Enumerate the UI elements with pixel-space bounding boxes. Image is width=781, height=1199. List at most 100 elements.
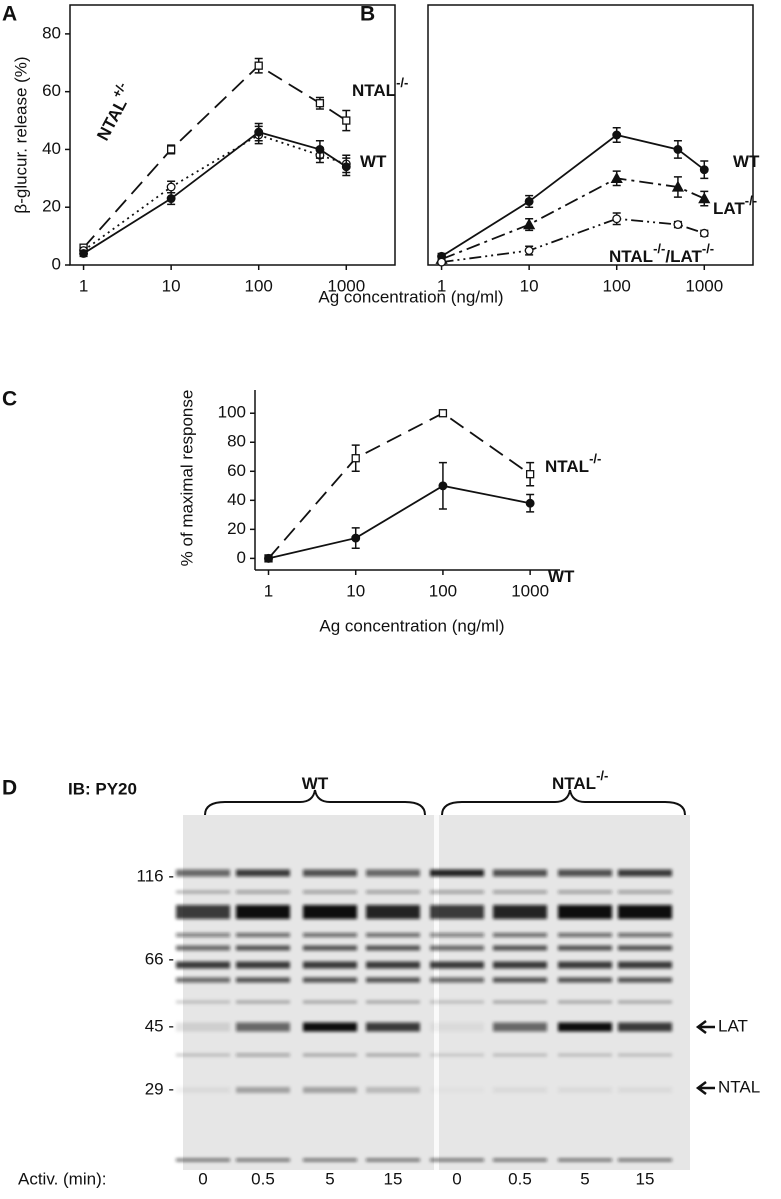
mw-marker: 66 - bbox=[145, 949, 174, 968]
band bbox=[618, 890, 672, 894]
marker bbox=[612, 214, 622, 224]
y-tick-label: 80 bbox=[42, 23, 61, 42]
band bbox=[493, 945, 547, 951]
marker bbox=[438, 481, 448, 491]
marker bbox=[437, 257, 447, 267]
band bbox=[493, 1087, 547, 1093]
label-part: NTAL bbox=[352, 81, 396, 100]
band bbox=[366, 945, 420, 951]
band bbox=[176, 1000, 230, 1004]
marker bbox=[525, 470, 535, 479]
x-tick-label: 100 bbox=[603, 276, 631, 295]
band bbox=[176, 1158, 230, 1162]
band bbox=[493, 869, 547, 877]
label-part: -/- bbox=[653, 241, 665, 256]
marker bbox=[525, 498, 535, 508]
band bbox=[176, 961, 230, 969]
arrow bbox=[695, 1020, 715, 1034]
mw-marker: 45 - bbox=[145, 1016, 174, 1035]
band bbox=[493, 890, 547, 894]
band bbox=[618, 933, 672, 937]
band bbox=[236, 945, 290, 951]
label-part: WT bbox=[548, 567, 575, 586]
x-tick-label: 10 bbox=[346, 581, 365, 600]
band bbox=[176, 890, 230, 894]
series-line bbox=[83, 134, 347, 252]
band bbox=[236, 1087, 290, 1093]
marker bbox=[699, 165, 709, 175]
band bbox=[430, 1022, 484, 1032]
band bbox=[430, 977, 484, 983]
label-part: NTAL bbox=[545, 457, 589, 476]
label-part: +/- bbox=[109, 80, 130, 101]
y-tick-label: 60 bbox=[227, 461, 246, 480]
series-label: NTAL-/- bbox=[352, 75, 408, 100]
band bbox=[303, 869, 357, 877]
band bbox=[236, 869, 290, 877]
lane-label: 0.5 bbox=[251, 1169, 275, 1188]
series-label: LAT-/- bbox=[713, 193, 757, 218]
band bbox=[176, 945, 230, 951]
marker bbox=[698, 192, 711, 204]
lane-label: 15 bbox=[384, 1169, 403, 1188]
band bbox=[493, 1000, 547, 1004]
band bbox=[430, 933, 484, 937]
x-axis-label: Ag concentration (ng/ml) bbox=[319, 616, 504, 635]
y-tick-label: 0 bbox=[52, 254, 61, 273]
band bbox=[430, 905, 484, 919]
x-tick-label: 1 bbox=[264, 581, 273, 600]
band bbox=[558, 890, 612, 894]
series-label: NTAL-/-/LAT-/- bbox=[609, 241, 714, 266]
band bbox=[303, 977, 357, 983]
band bbox=[366, 977, 420, 983]
band bbox=[558, 1000, 612, 1004]
band bbox=[303, 961, 357, 969]
arrow bbox=[695, 1081, 715, 1095]
antibody-label: IB: PY20 bbox=[68, 779, 137, 798]
mw-marker: 116 - bbox=[137, 866, 175, 885]
band-label: NTAL bbox=[718, 1077, 760, 1096]
band bbox=[366, 1087, 420, 1093]
y-axis-label: % of maximal response bbox=[177, 390, 196, 567]
band bbox=[618, 961, 672, 969]
blot-bands bbox=[176, 869, 672, 1162]
band bbox=[303, 890, 357, 894]
marker bbox=[612, 130, 622, 140]
band bbox=[558, 933, 612, 937]
band bbox=[303, 933, 357, 937]
x-tick-label: 100 bbox=[429, 581, 457, 600]
label-part: NTAL bbox=[552, 774, 596, 793]
band bbox=[558, 961, 612, 969]
band bbox=[618, 1158, 672, 1162]
band bbox=[558, 1158, 612, 1162]
band bbox=[176, 869, 230, 877]
band bbox=[558, 869, 612, 877]
label-part: WT bbox=[302, 774, 329, 793]
x-tick-label: 1 bbox=[79, 276, 88, 295]
band bbox=[493, 1158, 547, 1162]
band bbox=[558, 905, 612, 919]
group-label: WT bbox=[302, 774, 329, 793]
band bbox=[236, 1053, 290, 1057]
band bbox=[303, 905, 357, 919]
x-tick-label: 1000 bbox=[511, 581, 549, 600]
lane-label: 0 bbox=[452, 1169, 461, 1188]
band bbox=[618, 977, 672, 983]
panel-label: C bbox=[2, 388, 17, 411]
band bbox=[236, 905, 290, 919]
band bbox=[558, 1087, 612, 1093]
marker bbox=[254, 127, 264, 137]
brace bbox=[441, 789, 686, 816]
label-part: NTAL bbox=[94, 96, 131, 144]
band bbox=[366, 1000, 420, 1004]
band bbox=[176, 1053, 230, 1057]
marker bbox=[342, 116, 351, 125]
brace bbox=[204, 789, 426, 816]
series-label: WT bbox=[360, 152, 387, 171]
group-label: NTAL-/- bbox=[552, 768, 608, 793]
y-axis-label: β-glucur. release (%) bbox=[11, 56, 30, 213]
band bbox=[430, 961, 484, 969]
band bbox=[493, 933, 547, 937]
band bbox=[618, 945, 672, 951]
